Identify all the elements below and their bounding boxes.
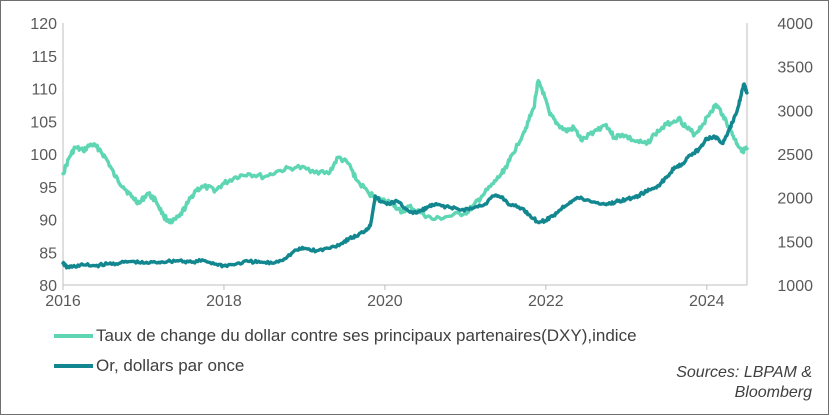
y-left-tick-label: 105 [30,114,57,131]
x-tick-label: 2022 [528,293,564,310]
y-left-tick-label: 80 [39,278,57,295]
y-left-tick-label: 95 [39,180,57,197]
gold-line [61,82,749,270]
y-left-tick-label: 120 [30,16,57,33]
y-right-tick-label: 2500 [777,147,813,164]
dxy-line [61,78,749,225]
y-right-tick-label: 3000 [777,103,813,120]
y-right-tick-label: 2000 [777,191,813,208]
x-tick-label: 2024 [689,293,725,310]
source-note: Sources: LBPAM & Bloomberg [676,363,812,403]
y-right-tick-label: 1500 [777,234,813,251]
legend-item-dxy-label: Taux de change du dollar contre ses prin… [96,326,637,345]
y-right-tick-label: 4000 [777,16,813,33]
x-tick-label: 2018 [206,293,242,310]
y-left-tick-label: 100 [30,147,57,164]
legend: Taux de change du dollar contre ses prin… [54,326,637,375]
y-right-tick-label: 3500 [777,60,813,77]
tick-labels: 80 85 90 95 100 105 110 115 120 1000 1500 2000 2500 3… [30,16,813,310]
source-line-1: Sources: LBPAM & [676,364,812,381]
series-lines [61,78,749,270]
y-left-tick-label: 85 [39,245,57,262]
legend-item-gold-label: Or, dollars par once [96,356,244,375]
y-left-tick-label: 115 [31,49,57,66]
source-line-2: Bloomberg [734,384,812,401]
x-tick-label: 2016 [45,293,81,310]
y-left-tick-label: 110 [31,82,57,99]
axes [62,23,748,290]
x-tick-label: 2020 [367,293,403,310]
y-right-tick-label: 1000 [777,278,813,295]
y-left-tick-label: 90 [39,213,57,230]
